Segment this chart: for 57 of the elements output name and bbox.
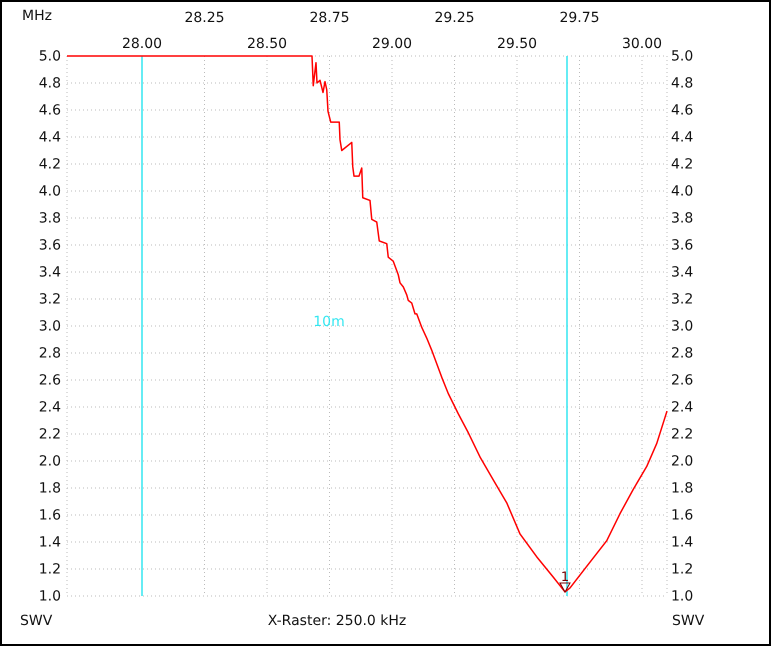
- y-tick-label: 2.2: [38, 426, 61, 442]
- y-axis-title: SWV: [20, 613, 53, 629]
- y2-tick-label: 3.2: [671, 291, 694, 308]
- y2-tick-label: 1.0: [671, 588, 694, 604]
- x-tick-label: 28.50: [246, 36, 288, 52]
- y2-tick-label: 2.2: [671, 426, 694, 442]
- y2-tick-label: 5.0: [671, 48, 694, 64]
- x2-tick-label: 28.75: [309, 10, 350, 26]
- y2-tick-label: 4.4: [671, 129, 694, 146]
- y-tick-label: 4.8: [38, 75, 61, 92]
- y2-tick-label: 3.8: [671, 210, 694, 226]
- x2-tick-label: 29.75: [559, 10, 600, 26]
- y-tick-label: 3.6: [38, 237, 62, 254]
- y-tick-label: 2.6: [38, 372, 62, 388]
- x-tick-label: 29.00: [372, 36, 412, 52]
- y2-tick-label: 3.4: [671, 264, 694, 280]
- y-tick-label: 4.6: [38, 102, 62, 118]
- x-tick-label: 30.00: [622, 36, 662, 52]
- y2-tick-label: 3.0: [671, 318, 694, 334]
- y-tick-label: 1.2: [38, 561, 61, 578]
- y-tick-label: 3.2: [38, 291, 61, 308]
- y2-axis-title: SWV: [672, 613, 705, 629]
- text: X-Raster: 250.0 kHz: [268, 613, 406, 629]
- x2-tick-label: 28.25: [184, 10, 225, 26]
- y-tick-label: 3.0: [38, 318, 61, 334]
- y2-tick-label: 4.0: [671, 183, 694, 200]
- y-tick-label: 2.0: [38, 453, 61, 470]
- y2-tick-label: 1.2: [671, 561, 694, 578]
- y2-tick-label: 4.6: [671, 102, 694, 118]
- y2-tick-label: 2.4: [671, 399, 694, 416]
- y-tick-label: 3.8: [38, 210, 61, 226]
- y2-tick-label: 2.0: [671, 453, 694, 470]
- ref-line-label: 10m: [313, 314, 345, 330]
- y-tick-label: 3.4: [38, 264, 62, 280]
- x-tick-label: 29.50: [496, 36, 538, 52]
- y2-tick-label: 4.8: [671, 75, 694, 92]
- x2-tick-label: 29.25: [434, 10, 475, 26]
- y2-tick-label: 1.6: [671, 507, 694, 524]
- y-tick-label: 1.4: [38, 534, 62, 550]
- y-tick-label: 4.0: [38, 183, 61, 200]
- y2-tick-label: 2.8: [671, 345, 694, 362]
- y-tick-label: 1.6: [38, 507, 62, 524]
- y2-tick-label: 4.2: [671, 156, 694, 172]
- y-tick-label: 4.2: [38, 156, 61, 172]
- x-axis-title: MHz: [22, 8, 52, 24]
- y-tick-label: 2.8: [38, 345, 61, 362]
- y-tick-label: 4.4: [38, 129, 62, 146]
- y-tick-label: 1.8: [38, 480, 61, 496]
- y-tick-label: 2.4: [38, 399, 62, 416]
- x-tick-label: 28.00: [122, 36, 162, 52]
- line-series: [66, 55, 668, 593]
- y-tick-label: 5.0: [38, 48, 61, 64]
- y2-tick-label: 2.6: [671, 372, 694, 388]
- y2-tick-label: 3.6: [671, 237, 694, 254]
- y-tick-label: 1.0: [38, 588, 61, 604]
- y2-tick-label: 1.4: [671, 534, 694, 550]
- y2-tick-label: 1.8: [671, 480, 694, 496]
